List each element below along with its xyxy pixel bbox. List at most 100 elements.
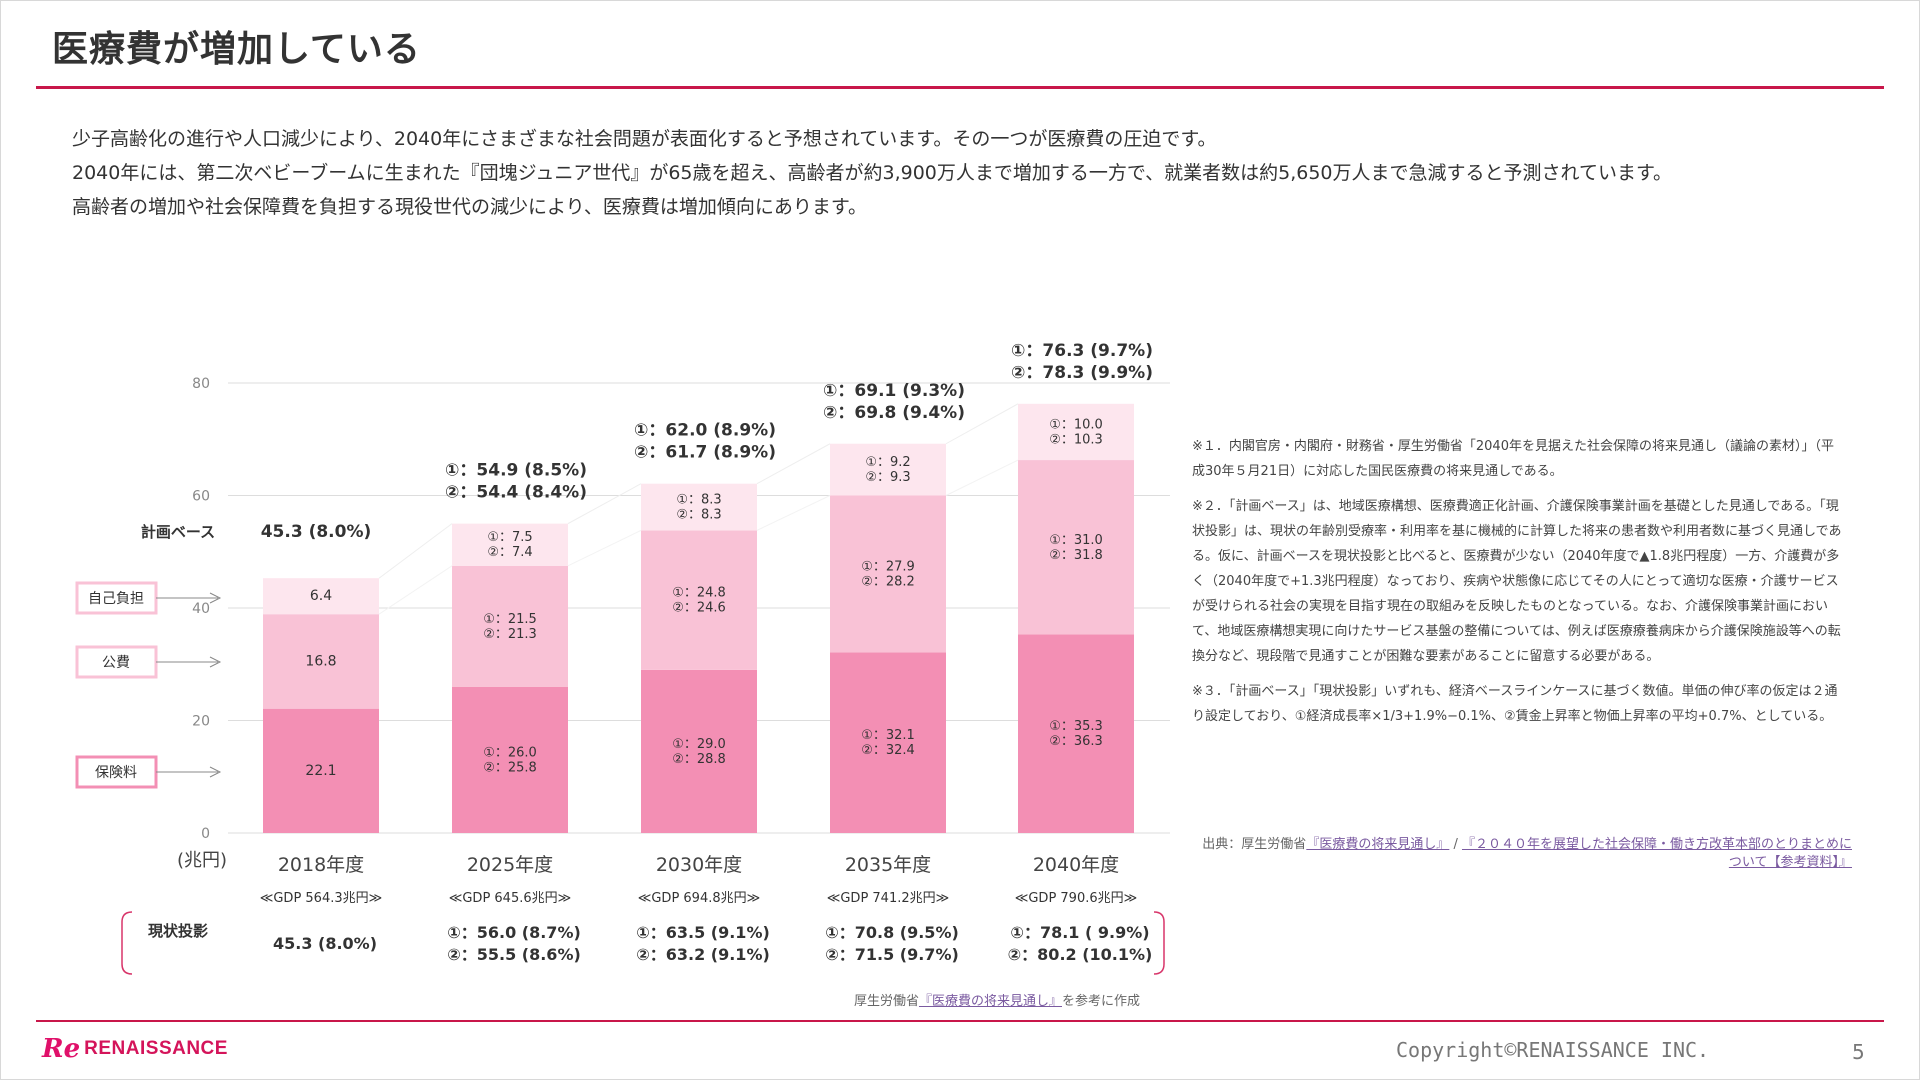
- connector-line: [567, 483, 642, 525]
- bar-segment: [830, 652, 946, 833]
- x-tick-label: 2018年度: [278, 854, 364, 876]
- bar-segment: [1018, 634, 1134, 833]
- segment-label: 22.1: [305, 763, 336, 779]
- footnote: ※１．内閣官房・内閣府・財務省・厚生労働省「2040年を見据えた社会保障の将来見…: [1192, 439, 1834, 479]
- legend-arrow-head: [209, 592, 222, 604]
- source-link-2[interactable]: 『２０４０年を展望した社会保障・働き方改革本部のとりまとめについて【参考資料】』: [1461, 837, 1852, 870]
- bracket-left: [121, 911, 133, 975]
- page-number: 5: [1852, 1040, 1865, 1064]
- current-total: ①：70.8 (9.5%) ②：71.5 (9.7%): [825, 923, 959, 964]
- segment-label: ①：21.5 ②：21.3: [483, 611, 537, 641]
- segment-label: ①：26.0 ②：25.8: [483, 745, 537, 775]
- bar-segment: [641, 530, 757, 670]
- segment-label: ①：8.3 ②：8.3: [676, 492, 721, 522]
- x-tick-label: 2035年度: [845, 854, 931, 876]
- y-tick-label: 20: [192, 714, 210, 730]
- segment-label: ①：29.0 ②：28.8: [672, 736, 726, 766]
- footnote: ※３．「計画ベース」「現状投影」いずれも、経済ベースラインケースに基づく数値。単…: [1192, 684, 1838, 724]
- current-projection-label: 現状投影: [148, 922, 208, 940]
- gdp-label: ≪GDP 790.6兆円≫: [1015, 891, 1138, 906]
- title-divider: [36, 86, 1884, 89]
- plan-total: ①：54.9 (8.5%) ②：54.4 (8.4%): [445, 461, 587, 503]
- legend-label: 自己負担: [88, 591, 144, 607]
- y-tick-label: 40: [192, 601, 210, 617]
- gdp-label: ≪GDP 645.6兆円≫: [449, 891, 572, 906]
- current-total: 45.3 (8.0%): [273, 934, 377, 953]
- bar-segment: [263, 578, 379, 615]
- connector-line: [378, 523, 453, 579]
- legend-box: [75, 645, 158, 679]
- gdp-label: ≪GDP 741.2兆円≫: [827, 891, 950, 906]
- chart-credit: 厚生労働省『医療費の将来見通し』を参考に作成: [700, 990, 1140, 1009]
- current-total: ①：78.1 ( 9.9%) ②：80.2 (10.1%): [1008, 923, 1153, 964]
- copyright: Copyright©RENAISSANCE INC.: [1396, 1038, 1710, 1062]
- segment-label: ①：24.8 ②：24.6: [672, 585, 726, 615]
- page-title: 医療費が増加している: [52, 29, 421, 70]
- y-tick-label: 60: [192, 489, 210, 505]
- bar-segment: [452, 523, 568, 566]
- plan-total: 45.3 (8.0%): [261, 522, 372, 542]
- source-link-1[interactable]: 『医療費の将来見通し』: [1306, 837, 1450, 852]
- chart-credit-suffix: を参考に作成: [1061, 994, 1140, 1009]
- legend-arrow-head: [209, 656, 222, 668]
- gdp-label: ≪GDP 694.8兆円≫: [638, 891, 761, 906]
- legend-label: 保険料: [95, 765, 137, 781]
- bar-segment: [1018, 403, 1134, 461]
- bar-segment: [641, 483, 757, 531]
- bar-segment: [830, 495, 946, 653]
- connector-line: [756, 443, 831, 485]
- footnotes: ※１．内閣官房・内閣府・財務省・厚生労働省「2040年を見据えた社会保障の将来見…: [1192, 434, 1844, 739]
- chart-credit-link[interactable]: 『医療費の将来見通し』: [918, 994, 1062, 1009]
- medical-cost-chart: 0 20 40 60 80 (兆円) 22.1 16.8 6.4 2018年度 ≪GDP 564.3…: [75, 341, 1170, 975]
- source-prefix: 出典：厚生労働省: [1202, 837, 1307, 852]
- company-logo: Re RENAISSANCE: [42, 1034, 228, 1064]
- legend-box: [75, 755, 158, 789]
- plan-total: ①：69.1 (9.3%) ②：69.8 (9.4%): [823, 381, 965, 423]
- intro-text: 少子高齢化の進行や人口減少により、2040年にさまざまな社会問題が表面化すると予…: [72, 122, 1832, 224]
- source-citation: 出典：厚生労働省『医療費の将来見通し』 / 『２０４０年を展望した社会保障・働き…: [1192, 836, 1852, 872]
- current-total: ①：56.0 (8.7%) ②：55.5 (8.6%): [447, 923, 581, 964]
- intro-line: 2040年には、第二次ベビーブームに生まれた『団塊ジュニア世代』が65歳を超え、…: [72, 162, 1673, 184]
- segment-label: ①：10.0 ②：10.3: [1049, 417, 1103, 447]
- y-tick-label: 80: [192, 376, 210, 392]
- x-tick-label: 2025年度: [467, 854, 553, 876]
- plan-total: ①：76.3 (9.7%) ②：78.3 (9.9%): [1011, 341, 1153, 383]
- y-tick-label: 0: [201, 826, 210, 842]
- bar-segment: [452, 686, 568, 833]
- x-tick-label: 2040年度: [1033, 854, 1119, 876]
- y-unit-label: (兆円): [177, 850, 227, 871]
- current-total: ①：63.5 (9.1%) ②：63.2 (9.1%): [636, 923, 770, 964]
- connector-line: [945, 403, 1019, 445]
- segment-label: ①：32.1 ②：32.4: [861, 728, 915, 758]
- bar-segment: [1018, 460, 1134, 635]
- footnote: ※２．「計画ベース」は、地域医療構想、医療費適正化計画、介護保険事業計画を基礎と…: [1192, 499, 1842, 664]
- segment-label: ①：27.9 ②：28.2: [861, 559, 915, 589]
- segment-label: 16.8: [305, 653, 336, 669]
- plan-base-label: 計画ベース: [141, 523, 215, 541]
- segment-label: ①：9.2 ②：9.3: [865, 455, 910, 485]
- connector-line: [945, 459, 1019, 496]
- bar-segment: [452, 565, 568, 687]
- gdp-label: ≪GDP 564.3兆円≫: [260, 891, 383, 906]
- footer-divider: [36, 1020, 1884, 1022]
- intro-line: 少子高齢化の進行や人口減少により、2040年にさまざまな社会問題が表面化すると予…: [72, 128, 1217, 150]
- connector-line: [378, 565, 453, 615]
- legend-arrow-head: [209, 766, 222, 778]
- source-separator: /: [1449, 837, 1462, 852]
- bar-segment: [263, 614, 379, 709]
- segment-label: ①：35.3 ②：36.3: [1049, 719, 1103, 749]
- plan-total: ①：62.0 (8.9%) ②：61.7 (8.9%): [634, 421, 776, 463]
- chart-credit-prefix: 厚生労働省: [853, 994, 919, 1009]
- connector-line: [756, 495, 831, 531]
- bar-segment: [641, 669, 757, 833]
- segment-label: ①：31.0 ②：31.8: [1049, 532, 1103, 562]
- segment-label: 6.4: [310, 588, 332, 604]
- logo-mark: Re: [42, 1034, 81, 1064]
- bracket-right: [1153, 911, 1165, 975]
- legend-label: 公費: [102, 655, 130, 671]
- segment-label: ①：7.5 ②：7.4: [487, 530, 532, 560]
- logo-text: RENAISSANCE: [84, 1038, 228, 1059]
- connector-line: [567, 529, 642, 567]
- bar-segment: [263, 708, 379, 833]
- intro-line: 高齢者の増加や社会保障費を負担する現役世代の減少により、医療費は増加傾向にありま…: [72, 196, 867, 218]
